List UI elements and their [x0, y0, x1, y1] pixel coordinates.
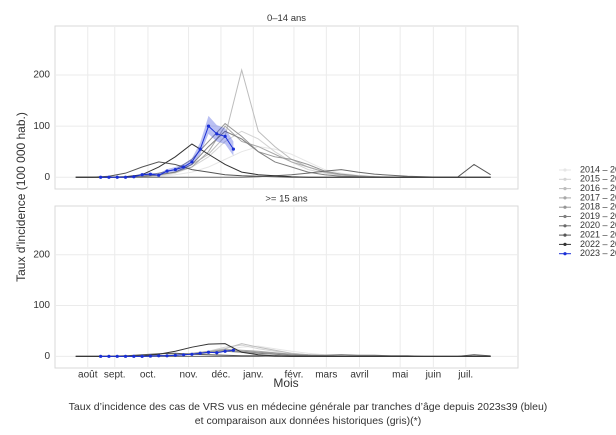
point [107, 354, 111, 358]
point [182, 165, 186, 169]
series-line [75, 169, 491, 178]
point [198, 351, 202, 355]
point [165, 354, 169, 358]
x-tick-label: nov. [180, 370, 198, 381]
point [132, 354, 136, 358]
x-tick-label: déc. [211, 370, 230, 381]
point [173, 353, 177, 357]
x-tick-label: juin [425, 370, 442, 381]
point [148, 172, 153, 176]
y-tick-label: 100 [33, 300, 50, 311]
point [206, 124, 211, 128]
caption: et comparaison aux données historiques (… [195, 415, 421, 427]
x-tick-label: août [78, 370, 98, 381]
y-tick-label: 200 [33, 70, 50, 81]
x-axis-title: Mois [273, 376, 298, 390]
point [182, 353, 186, 357]
legend-label: 2021 – 2022 [580, 229, 616, 239]
legend-label: 2019 – 2020 [580, 211, 616, 221]
legend-label: 2018 – 2019 [580, 202, 616, 212]
strip [55, 11, 518, 25]
legend-label: 2014 – 2015 [580, 164, 616, 174]
point [157, 354, 161, 358]
y-tick-label: 100 [33, 121, 50, 132]
point [99, 354, 103, 358]
x-tick-label: avril [350, 370, 368, 381]
point [173, 167, 177, 172]
legend-label: 2015 – 2016 [580, 174, 616, 184]
point [140, 354, 144, 358]
legend-symbol [563, 224, 567, 228]
point [198, 147, 202, 151]
x-tick-label: janv. [242, 370, 263, 381]
legend-symbol [563, 233, 567, 237]
point [123, 354, 128, 358]
strip [55, 192, 518, 205]
legend-label: 2023 – 2024 [580, 248, 616, 258]
legend-symbol [563, 205, 567, 209]
y-tick-label: 0 [44, 172, 50, 183]
point [132, 175, 136, 179]
legend-symbol [563, 196, 567, 200]
panel [54, 25, 519, 190]
series-line [75, 343, 491, 357]
panel [54, 205, 519, 369]
point [206, 350, 211, 354]
y-tick-label: 200 [33, 249, 50, 260]
point [157, 173, 161, 177]
legend-label: 2016 – 2017 [580, 183, 616, 193]
point [231, 147, 235, 151]
point [123, 175, 128, 179]
legend-symbol [563, 242, 567, 246]
caption: Taux d’incidence des cas de VRS vus en m… [69, 401, 548, 413]
legend-symbol [563, 214, 567, 219]
point [140, 173, 144, 177]
legend-symbol [563, 252, 567, 256]
y-axis-title: Taux d'incidence (100 000 hab.) [14, 112, 28, 282]
x-tick-label: juil. [457, 370, 473, 381]
legend-symbol [563, 187, 567, 191]
x-tick-label: oct. [140, 370, 156, 381]
point [215, 351, 219, 355]
panel-title: 0–14 ans [267, 13, 306, 24]
legend-symbol [563, 168, 567, 172]
legend-label: 2020 – 2021 [580, 220, 616, 230]
legend-label: 2017 – 2018 [580, 192, 616, 202]
panel-title: >= 15 ans [265, 194, 308, 205]
point [223, 134, 227, 138]
point [215, 132, 219, 136]
point [148, 354, 153, 358]
point [190, 352, 194, 356]
x-tick-label: mai [392, 370, 408, 381]
point [223, 349, 227, 353]
point [115, 354, 119, 358]
point [107, 175, 111, 179]
point [190, 160, 194, 164]
y-tick-label: 0 [44, 351, 50, 362]
x-tick-label: févr. [285, 370, 304, 381]
x-tick-label: mars [315, 370, 337, 381]
point [165, 169, 169, 173]
legend-label: 2022 – 2023 [580, 239, 616, 249]
point [99, 175, 103, 179]
point [115, 175, 119, 179]
point [231, 348, 235, 352]
series-line [75, 143, 491, 178]
x-tick-label: sept. [104, 370, 126, 381]
legend-symbol [563, 177, 567, 181]
